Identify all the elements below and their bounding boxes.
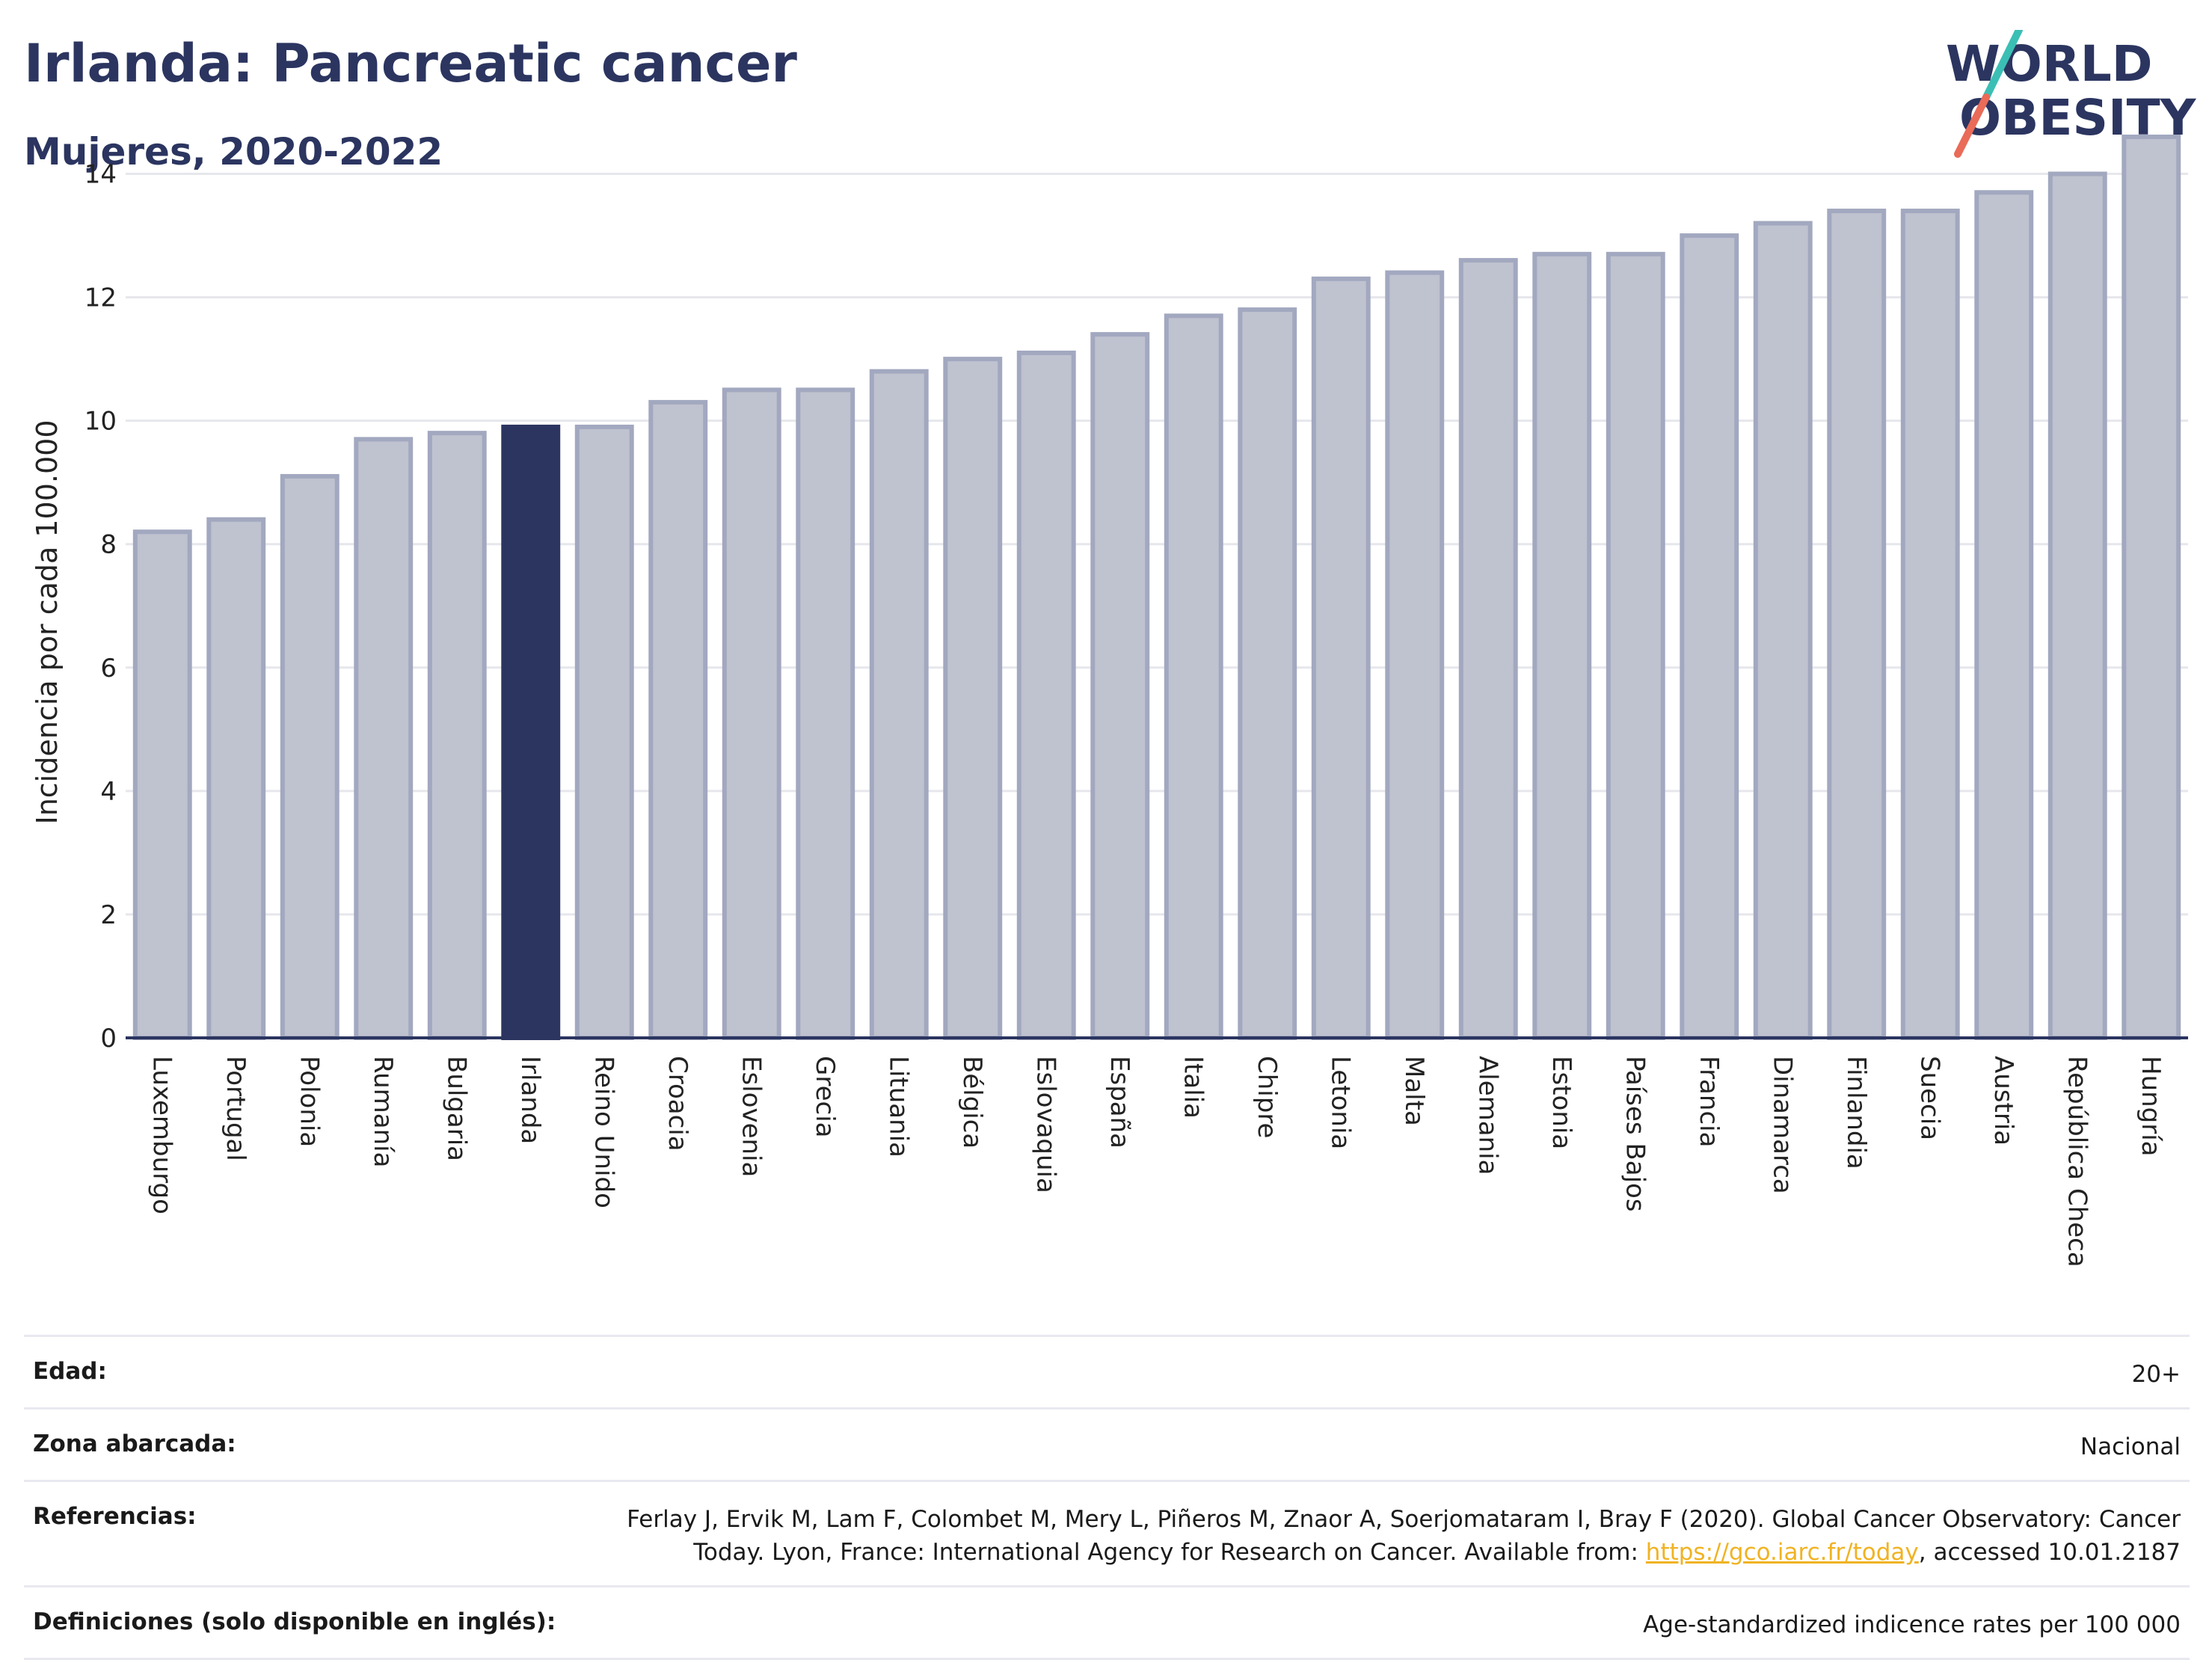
bar-hungría xyxy=(2122,135,2181,1041)
bar-lituania xyxy=(869,369,929,1040)
bar-letonia xyxy=(1311,276,1371,1040)
bar-portugal xyxy=(206,517,266,1040)
x-tick-label: República Checa xyxy=(2062,1056,2092,1267)
x-tick-label: Dinamarca xyxy=(1767,1056,1797,1194)
x-tick-label: Croacia xyxy=(663,1056,692,1152)
bar-grecia xyxy=(796,387,855,1040)
bar-chipre xyxy=(1238,307,1297,1040)
x-tick-label: Lituania xyxy=(883,1056,913,1158)
bar-españa xyxy=(1090,332,1150,1040)
x-tick-label: Irlanda xyxy=(515,1056,545,1144)
x-tick-label: Estonia xyxy=(1546,1056,1576,1149)
info-value-age: 20+ xyxy=(2131,1361,2181,1388)
x-tick-label: Bélgica xyxy=(957,1056,987,1149)
x-tick-label: Suecia xyxy=(1914,1056,1944,1140)
x-tick-label: Grecia xyxy=(810,1056,840,1137)
info-key-references: Referencias: xyxy=(33,1503,197,1530)
axes: 0 2 4 6 8 10 12 14 Luxemburgo Portugal Polonia Ruma… xyxy=(85,160,2188,1267)
x-tick-label: Alemania xyxy=(1472,1056,1502,1175)
x-tick-label: Francia xyxy=(1694,1056,1724,1147)
x-tick-label: Eslovaquia xyxy=(1030,1056,1060,1193)
bar-italia xyxy=(1164,313,1223,1040)
bar-austria xyxy=(1974,190,2034,1040)
x-tick-label: Finlandia xyxy=(1841,1056,1871,1169)
bar-malta xyxy=(1385,270,1445,1040)
bar-dinamarca xyxy=(1753,221,1813,1040)
info-key-age: Edad: xyxy=(33,1358,107,1385)
info-value-area: Nacional xyxy=(2080,1433,2181,1460)
y-tick-label: 8 xyxy=(100,530,117,560)
bar-luxemburgo xyxy=(132,529,192,1040)
y-tick-label: 12 xyxy=(85,283,117,313)
y-tick-label: 4 xyxy=(100,777,117,807)
x-tick-label: Hungría xyxy=(2136,1056,2166,1157)
info-row-definitions: Definiciones (solo disponible en inglés)… xyxy=(24,1587,2190,1660)
x-tick-label: Reino Unido xyxy=(589,1056,618,1208)
bar-alemania xyxy=(1458,258,1518,1041)
bar-estonia xyxy=(1532,251,1592,1040)
logo-slash-coral xyxy=(1954,93,1990,158)
y-tick-label: 10 xyxy=(85,407,117,437)
logo-slash-teal xyxy=(1982,30,2023,101)
x-tick-label: Malta xyxy=(1399,1056,1429,1126)
x-tick-label: Letonia xyxy=(1325,1056,1355,1149)
bar-chart: 0 2 4 6 8 10 12 14 Luxemburgo Portugal Polonia Ruma… xyxy=(31,135,2188,1267)
bar-croacia xyxy=(648,399,708,1040)
reference-accessed: , accessed 10.01.2187 xyxy=(1918,1539,2181,1566)
bar-países-bajos xyxy=(1606,251,1665,1040)
bar-irlanda xyxy=(501,424,561,1040)
x-tick-label: Eslovenia xyxy=(736,1056,766,1177)
reference-text: Ferlay J, Ervik M, Lam F, Colombet M, Me… xyxy=(627,1506,2181,1566)
x-tick-label: Chipre xyxy=(1252,1056,1282,1138)
x-tick-label: España xyxy=(1105,1056,1134,1149)
bar-república-checa xyxy=(2047,171,2107,1041)
x-tick-label: Austria xyxy=(1988,1056,2018,1146)
info-row-references: Referencias: Ferlay J, Ervik M, Lam F, C… xyxy=(24,1482,2190,1587)
x-tick-label: Polonia xyxy=(294,1056,324,1147)
x-tick-label: Portugal xyxy=(221,1056,251,1161)
logo-line1: WORLD xyxy=(1946,35,2153,93)
bar-reino-unido xyxy=(574,424,634,1040)
y-axis-title: Incidencia por cada 100.000 xyxy=(31,419,64,824)
info-value-references: Ferlay J, Ervik M, Lam F, Colombet M, Me… xyxy=(610,1503,2181,1569)
info-key-definitions: Definiciones (solo disponible en inglés)… xyxy=(33,1608,556,1635)
bar-suecia xyxy=(1900,209,1960,1040)
reference-link[interactable]: https://gco.iarc.fr/today xyxy=(1645,1539,1919,1566)
info-row-age: Edad: 20+ xyxy=(24,1337,2190,1410)
info-row-area: Zona abarcada: Nacional xyxy=(24,1410,2190,1482)
x-tick-label: Países Bajos xyxy=(1620,1056,1650,1212)
chart-subtitle: Mujeres, 2020-2022 xyxy=(24,130,443,173)
bars xyxy=(132,135,2181,1041)
x-tick-label: Bulgaria xyxy=(441,1056,471,1161)
bar-polonia xyxy=(280,473,340,1040)
y-tick-label: 2 xyxy=(100,900,117,930)
bar-bélgica xyxy=(943,357,1003,1040)
x-tick-label: Luxemburgo xyxy=(147,1056,176,1214)
x-tick-label: Italia xyxy=(1178,1056,1208,1119)
info-key-area: Zona abarcada: xyxy=(33,1430,236,1457)
bar-eslovaquia xyxy=(1016,350,1076,1040)
info-table: Edad: 20+ Zona abarcada: Nacional Refere… xyxy=(24,1335,2190,1660)
bar-eslovenia xyxy=(722,387,781,1040)
x-tick-label: Rumanía xyxy=(368,1056,398,1167)
chart-title: Irlanda: Pancreatic cancer xyxy=(24,33,797,94)
y-tick-label: 6 xyxy=(100,654,117,683)
y-tick-label: 0 xyxy=(100,1024,117,1054)
info-value-definitions: Age-standardized indicence rates per 100… xyxy=(1643,1611,2181,1638)
bar-francia xyxy=(1680,233,1739,1041)
bar-rumanía xyxy=(354,437,414,1040)
bar-bulgaria xyxy=(427,431,487,1040)
bar-finlandia xyxy=(1827,209,1887,1040)
y-tick-label: 14 xyxy=(85,160,117,190)
